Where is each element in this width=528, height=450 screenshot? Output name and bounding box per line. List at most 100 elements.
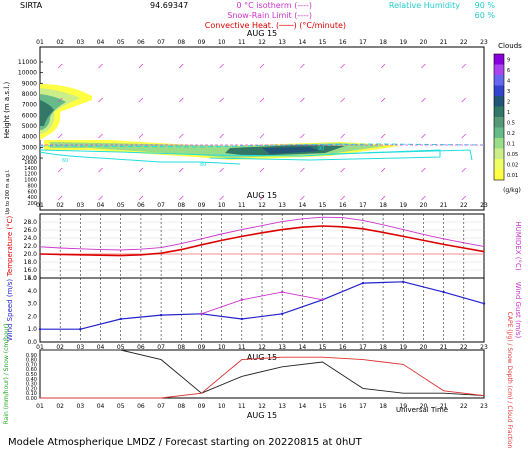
hour-tick-label: 17 xyxy=(359,39,367,46)
wind-barb xyxy=(57,63,63,69)
hour-tick-label: 12 xyxy=(258,344,266,351)
date-label-bottom: AUG 15 xyxy=(247,411,277,420)
wind-barb xyxy=(219,133,224,139)
wind-barb xyxy=(300,133,305,139)
hour-tick-label: 22 xyxy=(460,344,468,351)
wind-barb xyxy=(138,63,144,69)
wind-barb xyxy=(178,167,184,173)
temperature-line xyxy=(39,225,485,257)
hour-tick-label: 14 xyxy=(299,403,307,410)
hour-tick-label: 02 xyxy=(56,403,64,410)
precip-tick-label: 0.30 xyxy=(26,382,37,388)
wind-speed-point xyxy=(442,290,445,294)
wind-barb xyxy=(98,133,103,139)
height-tick-label: 400 xyxy=(27,195,37,201)
wind-speed-point xyxy=(280,312,284,316)
hour-tick-label: 08 xyxy=(177,39,185,46)
height-tick-label: 200 xyxy=(27,201,37,207)
temperature-tick-label: 26.0 xyxy=(24,227,38,234)
wind-barb xyxy=(340,97,346,103)
hour-tick-label: 09 xyxy=(198,39,206,46)
wind-barb xyxy=(138,195,144,201)
wind-barb xyxy=(421,63,426,69)
wind-barb xyxy=(178,63,184,69)
hour-tick-label: 01 xyxy=(36,202,44,209)
hour-tick-label: 17 xyxy=(359,403,367,410)
precip-tick-label: 0.70 xyxy=(26,362,37,368)
hour-tick-label: 15 xyxy=(319,39,327,46)
wind-barb xyxy=(380,195,386,201)
universal-time-label: Universal Time xyxy=(396,406,448,414)
rh-contour xyxy=(39,143,485,148)
hour-tick-label: 23 xyxy=(480,403,488,410)
hour-tick-label: 14 xyxy=(299,202,307,209)
hour-tick-label: 19 xyxy=(399,344,407,351)
hour-tick-label: 21 xyxy=(440,344,448,351)
hour-tick-label: 06 xyxy=(137,39,145,46)
height-tick-label: 1400 xyxy=(24,166,37,172)
hour-tick-label: 11 xyxy=(238,39,246,46)
cape-axis-label: CAPE (J/g) / Snow Depth (cm) / Cloud Fra… xyxy=(506,312,513,449)
height-tick-label: 4000 xyxy=(22,134,37,141)
wind-barb xyxy=(57,133,63,139)
hour-tick-label: 16 xyxy=(339,403,347,410)
wind-barb xyxy=(380,133,386,139)
colorbar-swatch xyxy=(494,75,504,86)
temperature-tick-label: 18.0 xyxy=(24,259,38,266)
date-label-precip: AUG 15 xyxy=(247,353,277,362)
wind-barb xyxy=(57,97,63,103)
hour-tick-label: 07 xyxy=(157,39,165,46)
hour-tick-label: 03 xyxy=(77,403,85,410)
colorbar-swatch xyxy=(494,117,504,128)
hour-tick-label: 09 xyxy=(198,202,206,209)
hour-tick-label: 16 xyxy=(339,202,347,209)
hour-tick-label: 03 xyxy=(77,344,85,351)
hour-tick-label: 14 xyxy=(299,344,307,351)
colorbar-tick-label: 0.2 xyxy=(507,131,515,137)
wind-barb xyxy=(340,195,346,201)
legend-isotherm: 0 °C isotherm (----) xyxy=(237,1,312,10)
hour-tick-label: 04 xyxy=(97,344,105,351)
wind-barb xyxy=(461,63,467,69)
temperature-tick-label: 20.0 xyxy=(24,251,38,258)
precip-tick-label: 0.10 xyxy=(26,391,37,397)
colorbar-swatch xyxy=(494,169,504,180)
hour-tick-label: 02 xyxy=(56,202,64,209)
wind-speed-point xyxy=(159,313,163,317)
wind-tick-label: 4.0 xyxy=(27,288,37,295)
wind-speed-line xyxy=(40,281,485,330)
legend-rh-60: 60 % xyxy=(475,11,496,20)
wind-barb xyxy=(138,97,144,103)
humidex-line xyxy=(39,216,485,251)
hour-tick-label: 18 xyxy=(379,344,387,351)
wind-speed-point xyxy=(482,302,486,305)
hour-tick-label: 18 xyxy=(379,403,387,410)
colorbar-tick-label: 6 xyxy=(507,68,510,74)
hour-tick-label: 15 xyxy=(319,202,327,209)
hour-tick-label: 01 xyxy=(36,344,44,351)
wind-barb xyxy=(340,63,346,69)
legend-convective: Convective Heat. (───) (°C/minute) xyxy=(205,21,346,30)
colorbar-swatch xyxy=(494,148,504,159)
hour-tick-label: 13 xyxy=(278,39,286,46)
hour-tick-label: 20 xyxy=(420,344,428,351)
wind-barb xyxy=(259,63,265,69)
hour-tick-label: 20 xyxy=(420,39,428,46)
precip-axis-label: Rain (mm/hour) / Snow (cm/hour) xyxy=(3,324,10,425)
gust-axis-label: Wind Gust (m/s) xyxy=(514,282,522,339)
wind-barb xyxy=(380,97,386,103)
wind-barb xyxy=(219,97,224,103)
precip-tick-label: 0.90 xyxy=(26,353,37,359)
wind-tick-label: 2.0 xyxy=(27,313,37,320)
wind-barb xyxy=(421,97,426,103)
hour-tick-label: 10 xyxy=(218,39,226,46)
wind-barb xyxy=(259,167,265,173)
wind-barb xyxy=(259,133,265,139)
hour-tick-label: 18 xyxy=(379,202,387,209)
wind-gust-point xyxy=(240,298,244,301)
precip-tick-label: 0.20 xyxy=(26,386,37,392)
colorbar-tick-label: 4 xyxy=(507,78,510,84)
colorbar-swatch xyxy=(494,54,504,65)
height-axis-label-low: Up to 200 m a.g.l. xyxy=(5,169,11,214)
